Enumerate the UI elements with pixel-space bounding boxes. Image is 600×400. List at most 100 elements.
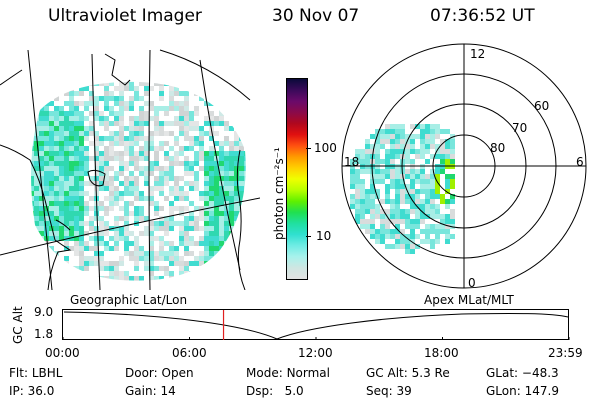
uv-pixel xyxy=(69,236,74,241)
uv-pixel xyxy=(244,226,246,231)
uv-pixel xyxy=(370,219,375,224)
uv-pixel xyxy=(39,166,44,171)
uv-pixel xyxy=(144,266,149,271)
uv-pixel xyxy=(144,101,149,106)
uv-pixel xyxy=(94,76,99,81)
uv-pixel xyxy=(109,281,114,286)
uv-pixel xyxy=(94,211,99,216)
uv-pixel xyxy=(64,181,69,186)
uv-pixel xyxy=(149,146,154,151)
uv-pixel xyxy=(204,166,209,171)
uv-pixel xyxy=(39,171,44,176)
uv-pixel xyxy=(94,166,99,171)
uv-pixel xyxy=(194,126,199,131)
uv-pixel xyxy=(59,146,64,151)
uv-pixel xyxy=(440,129,445,134)
uv-pixel xyxy=(79,91,84,96)
uv-pixel xyxy=(144,251,149,256)
uv-pixel xyxy=(79,201,84,206)
uv-pixel xyxy=(249,216,254,221)
uv-pixel xyxy=(31,206,34,211)
uv-pixel xyxy=(154,176,159,181)
uv-pixel xyxy=(104,166,109,171)
uv-pixel xyxy=(44,191,49,196)
uv-pixel xyxy=(249,106,254,111)
uv-pixel xyxy=(24,76,29,81)
uv-pixel xyxy=(149,86,154,91)
uv-pixel xyxy=(189,251,194,256)
uv-pixel xyxy=(149,186,154,191)
uv-pixel xyxy=(74,161,79,166)
uv-pixel xyxy=(390,154,395,159)
uv-pixel xyxy=(430,224,435,229)
uv-pixel xyxy=(169,176,174,181)
uv-pixel xyxy=(375,209,380,214)
uv-pixel xyxy=(405,174,410,179)
uv-pixel xyxy=(31,221,34,226)
uv-pixel xyxy=(129,151,134,156)
uv-pixel xyxy=(169,121,174,126)
uv-pixel xyxy=(239,251,244,256)
uv-pixel xyxy=(169,201,174,206)
uv-pixel xyxy=(375,179,380,184)
uv-pixel xyxy=(94,231,99,236)
uv-pixel xyxy=(249,201,254,206)
uv-pixel xyxy=(39,76,44,81)
uv-pixel xyxy=(234,176,239,181)
uv-pixel xyxy=(84,256,89,261)
uv-pixel xyxy=(124,166,129,171)
uv-pixel xyxy=(39,236,44,241)
uv-pixel xyxy=(54,211,59,216)
uv-pixel xyxy=(134,281,139,286)
uv-pixel xyxy=(31,111,34,116)
uv-pixel xyxy=(214,251,219,256)
uv-pixel xyxy=(31,266,34,271)
uv-pixel xyxy=(395,129,400,134)
uv-pixel xyxy=(199,261,204,266)
uv-pixel xyxy=(239,156,244,161)
uv-pixel xyxy=(244,241,246,246)
uv-pixel xyxy=(149,116,154,121)
uv-pixel xyxy=(144,256,149,261)
uv-pixel xyxy=(54,156,59,161)
uv-pixel xyxy=(134,241,139,246)
uv-pixel xyxy=(204,176,209,181)
uv-pixel xyxy=(380,239,385,244)
uv-pixel xyxy=(365,159,370,164)
uv-pixel xyxy=(204,131,209,136)
uv-pixel xyxy=(209,131,214,136)
uv-pixel xyxy=(234,131,239,136)
uv-pixel xyxy=(104,91,109,96)
uv-pixel xyxy=(189,201,194,206)
uv-pixel xyxy=(84,156,89,161)
uv-pixel xyxy=(184,231,189,236)
uv-pixel xyxy=(31,126,34,131)
uv-pixel xyxy=(114,261,119,266)
uv-pixel xyxy=(400,189,405,194)
uv-pixel xyxy=(420,184,425,189)
uv-pixel xyxy=(24,136,29,141)
uv-pixel xyxy=(69,196,74,201)
uv-pixel xyxy=(84,211,89,216)
uv-pixel xyxy=(64,246,69,251)
uv-pixel xyxy=(360,219,365,224)
color-scale-bar xyxy=(286,78,308,280)
uv-pixel xyxy=(445,139,450,144)
uv-pixel xyxy=(380,199,385,204)
uv-pixel xyxy=(189,216,194,221)
latitude-line xyxy=(0,69,23,86)
uv-pixel xyxy=(385,189,390,194)
uv-pixel xyxy=(104,121,109,126)
uv-pixel xyxy=(370,189,375,194)
uv-pixel xyxy=(64,221,69,226)
uv-pixel xyxy=(179,131,184,136)
uv-pixel xyxy=(119,96,124,101)
uv-pixel xyxy=(79,156,84,161)
uv-pixel xyxy=(234,136,239,141)
uv-pixel xyxy=(189,236,194,241)
uv-pixel xyxy=(44,186,49,191)
uv-pixel xyxy=(385,149,390,154)
uv-pixel xyxy=(415,194,420,199)
uv-pixel xyxy=(214,216,219,221)
uv-pixel xyxy=(450,134,455,139)
